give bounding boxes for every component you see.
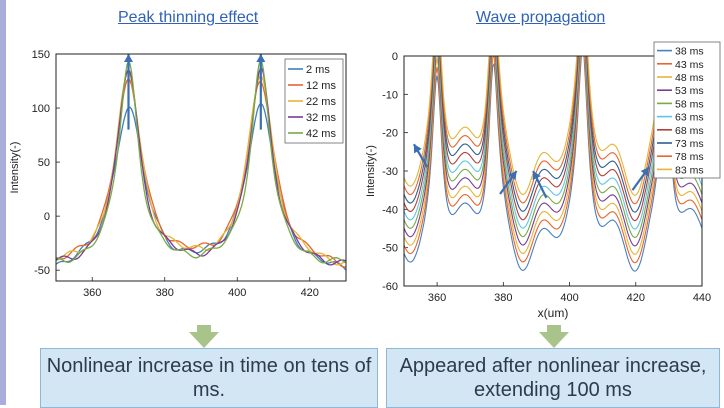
legend-label: 42 ms xyxy=(306,128,336,140)
series-line xyxy=(56,58,347,264)
right-panel-title: Wave propagation xyxy=(476,9,606,26)
x-tick-label: 400 xyxy=(560,292,578,304)
legend-label: 53 ms xyxy=(675,85,704,97)
y-tick-label: -50 xyxy=(382,243,398,255)
y-tick-label: 150 xyxy=(32,49,50,61)
legend-label: 73 ms xyxy=(675,138,704,150)
left-panel-title: Peak thinning effect xyxy=(118,9,259,26)
wave-propagation-chart: -60 -50 -40 -30 -20 -10 0 360 380 400 420 440 Intens… xyxy=(365,41,721,320)
y-tick-label: 0 xyxy=(392,51,398,63)
legend-label: 78 ms xyxy=(675,151,704,163)
down-arrow-right-stem xyxy=(547,325,561,333)
x-tick-label: 440 xyxy=(693,292,711,304)
y-axis-label: Intensity(-) xyxy=(9,142,21,194)
series-line xyxy=(55,71,347,266)
y-tick-label: -60 xyxy=(382,281,398,293)
y-tick-label: -20 xyxy=(382,128,398,140)
up-arrow-head xyxy=(124,54,133,62)
series-line xyxy=(404,56,702,230)
series-line xyxy=(404,56,702,196)
series-line xyxy=(404,56,702,272)
series-line xyxy=(404,56,702,213)
legend-label: 32 ms xyxy=(306,112,336,124)
right-note-box: Appeared after nonlinear increase, exten… xyxy=(386,348,720,408)
y-tick-label: -10 xyxy=(382,89,398,101)
plot-frame xyxy=(55,53,347,282)
series-line xyxy=(404,56,702,222)
y-tick-label: -40 xyxy=(382,204,398,216)
x-axis-label: x(um) xyxy=(538,306,569,320)
y-tick-label: 100 xyxy=(32,103,50,115)
series-line xyxy=(404,56,702,238)
wave-arrow-head xyxy=(413,144,422,154)
wave-arrow-head xyxy=(508,171,517,181)
legend-label: 48 ms xyxy=(675,72,704,84)
x-tick-label: 360 xyxy=(83,287,101,299)
y-tick-label: 50 xyxy=(38,157,50,169)
x-tick-label: 400 xyxy=(228,287,246,299)
wave-arrow-head xyxy=(532,171,541,181)
x-tick-label: 420 xyxy=(627,292,645,304)
legend-box xyxy=(653,41,721,179)
legend-label: 83 ms xyxy=(675,164,704,176)
series-line xyxy=(55,77,347,268)
x-tick-label: 360 xyxy=(428,292,446,304)
y-tick-label: -50 xyxy=(34,265,50,277)
legend-label: 68 ms xyxy=(675,125,704,137)
series-line xyxy=(404,56,702,205)
legend-label: 12 ms xyxy=(306,80,336,92)
down-arrow-left-stem xyxy=(197,325,211,333)
down-arrow-left-icon xyxy=(189,332,219,348)
legend-label: 22 ms xyxy=(306,96,336,108)
left-note-box: Nonlinear increase in time on tens of ms… xyxy=(40,348,378,408)
series-line xyxy=(404,56,702,264)
side-strip xyxy=(0,0,6,405)
y-tick-label: -30 xyxy=(382,166,398,178)
x-tick-label: 420 xyxy=(301,287,319,299)
y-axis-label: Intensity(-) xyxy=(365,145,377,197)
series-line xyxy=(404,56,702,255)
legend-label: 43 ms xyxy=(675,59,704,71)
x-tick-label: 380 xyxy=(494,292,512,304)
down-arrow-right-icon xyxy=(539,332,569,348)
legend-label: 58 ms xyxy=(675,98,704,110)
legend-label: 63 ms xyxy=(675,112,704,124)
legend-label: 38 ms xyxy=(675,46,704,58)
peak-thinning-chart: -50 0 50 100 150 360 380 400 420 Intensity(-) 2 ms… xyxy=(9,49,347,299)
up-arrow-head xyxy=(256,54,266,62)
wave-arrow-head xyxy=(640,167,650,177)
x-tick-label: 380 xyxy=(156,287,174,299)
legend-label: 2 ms xyxy=(306,64,330,76)
y-tick-label: 0 xyxy=(44,211,50,223)
series-line xyxy=(404,56,702,247)
